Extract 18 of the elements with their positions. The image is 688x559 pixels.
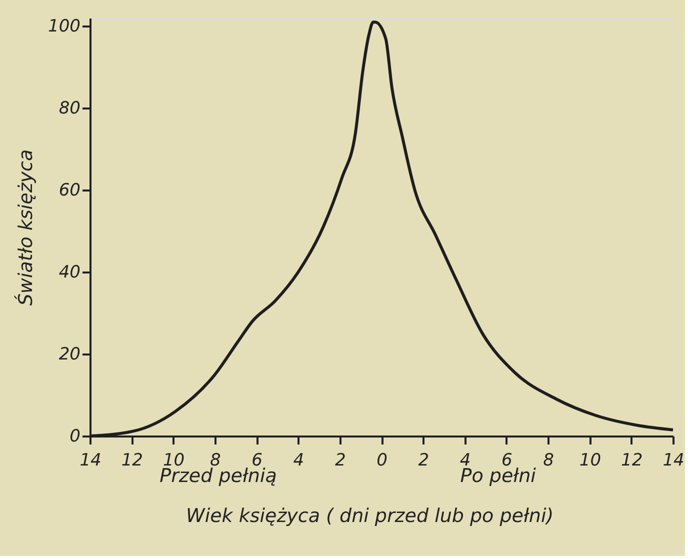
x-tick-label: 2	[418, 450, 430, 470]
x-tick-label: 0	[376, 450, 388, 470]
y-tick-label: 100	[48, 16, 80, 37]
y-axis-title: Światło księżyca	[14, 149, 38, 306]
x-tick-label: 8	[543, 450, 554, 470]
x-tick-label: 12	[621, 450, 643, 470]
y-tick-label: 20	[58, 344, 80, 365]
y-tick-label: 40	[58, 262, 80, 283]
x-tick-label: 14	[662, 450, 684, 470]
y-tick-label: 80	[58, 98, 80, 119]
x-axis-title: Wiek księżyca ( dni przed lub po pełni)	[186, 505, 554, 527]
x-tick-label: 14	[80, 450, 102, 470]
x-tick-label: 4	[293, 450, 304, 470]
x-tick-label: 12	[121, 450, 143, 470]
x-tick-label: 2	[334, 450, 346, 470]
x-tick-label: 10	[579, 450, 602, 470]
y-tick-label: 0	[70, 426, 80, 446]
y-tick-label: 60	[58, 180, 80, 201]
